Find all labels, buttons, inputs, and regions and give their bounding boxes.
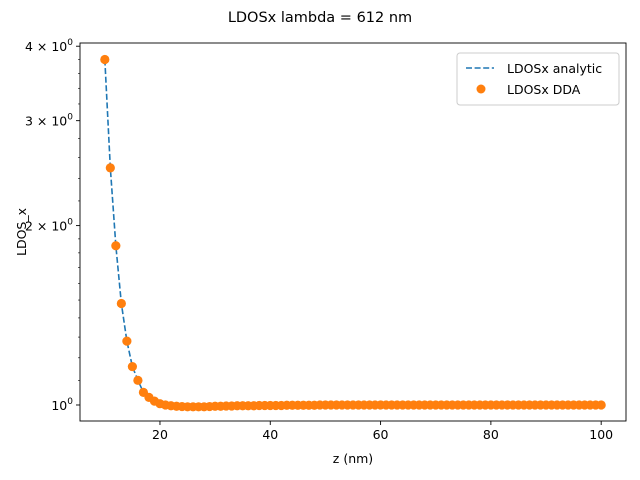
dda-point (122, 336, 132, 346)
x-tick-label: 20 (152, 427, 168, 442)
dda-point (116, 298, 126, 309)
dda-point (133, 375, 143, 385)
dda-point (596, 400, 606, 410)
dda-point (127, 361, 137, 372)
legend-label-dda: LDOSx DDA (507, 82, 581, 97)
y-axis: 100 2 × 100 3 × 100 4 × 100 (25, 38, 80, 413)
plot-area (79, 42, 627, 422)
dda-point (100, 54, 110, 65)
dda-point (105, 163, 115, 173)
x-tick-label: 80 (483, 427, 499, 442)
legend-swatch-dda (476, 84, 486, 94)
legend-box (456, 52, 620, 106)
legend: LDOSx analytic LDOSx DDA (456, 52, 620, 106)
dda-point (111, 241, 121, 251)
y-tick-label: 3 × 100 (25, 113, 73, 129)
x-tick-label: 100 (589, 427, 613, 442)
x-tick-label: 60 (373, 427, 389, 442)
y-axis-label: LDOS_x (14, 208, 29, 256)
y-tick-label: 2 × 100 (25, 218, 73, 234)
legend-label-analytic: LDOSx analytic (507, 61, 602, 76)
series-layer (100, 54, 606, 412)
axes-frame (79, 42, 627, 422)
y-tick-label: 4 × 100 (25, 38, 73, 54)
y-tick-label: 100 (51, 397, 73, 413)
x-tick-label: 40 (262, 427, 278, 442)
x-axis: 20 40 60 80 100 (152, 421, 613, 442)
x-axis-label: z (nm) (333, 451, 373, 466)
chart-title: LDOSx lambda = 612 nm (228, 10, 412, 26)
